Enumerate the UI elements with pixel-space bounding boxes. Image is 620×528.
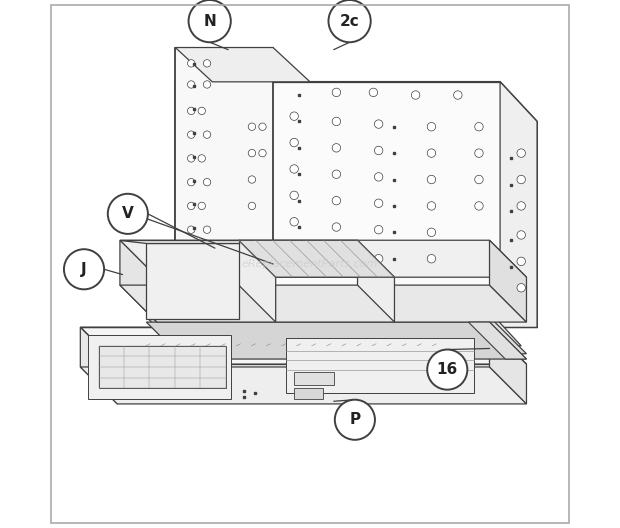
Circle shape bbox=[290, 138, 298, 147]
Polygon shape bbox=[490, 240, 526, 322]
Circle shape bbox=[290, 165, 298, 173]
Circle shape bbox=[374, 146, 383, 155]
Polygon shape bbox=[358, 240, 394, 322]
Polygon shape bbox=[81, 327, 117, 404]
Polygon shape bbox=[81, 367, 526, 404]
Circle shape bbox=[517, 284, 525, 292]
Circle shape bbox=[374, 120, 383, 128]
Polygon shape bbox=[146, 317, 526, 354]
Circle shape bbox=[187, 155, 195, 162]
Polygon shape bbox=[146, 312, 521, 346]
Circle shape bbox=[290, 218, 298, 226]
Circle shape bbox=[203, 81, 211, 88]
Polygon shape bbox=[286, 338, 474, 393]
Polygon shape bbox=[490, 327, 526, 404]
Circle shape bbox=[187, 226, 195, 233]
Circle shape bbox=[517, 257, 525, 266]
Polygon shape bbox=[239, 240, 394, 277]
Polygon shape bbox=[175, 48, 273, 327]
Circle shape bbox=[248, 176, 255, 183]
Polygon shape bbox=[146, 243, 239, 319]
Circle shape bbox=[187, 131, 195, 138]
Circle shape bbox=[332, 117, 340, 126]
Circle shape bbox=[332, 170, 340, 178]
Circle shape bbox=[198, 155, 205, 162]
Circle shape bbox=[475, 149, 483, 157]
Circle shape bbox=[374, 199, 383, 208]
Circle shape bbox=[475, 175, 483, 184]
Circle shape bbox=[187, 107, 195, 115]
Circle shape bbox=[248, 123, 255, 130]
Circle shape bbox=[198, 107, 205, 115]
Circle shape bbox=[332, 252, 340, 260]
Polygon shape bbox=[120, 240, 526, 277]
Circle shape bbox=[203, 60, 211, 67]
Circle shape bbox=[187, 81, 195, 88]
Text: 2c: 2c bbox=[340, 14, 360, 29]
Circle shape bbox=[335, 400, 375, 440]
Circle shape bbox=[248, 149, 255, 157]
Polygon shape bbox=[175, 82, 537, 327]
Circle shape bbox=[332, 196, 340, 205]
Circle shape bbox=[517, 202, 525, 210]
Circle shape bbox=[427, 350, 467, 390]
Circle shape bbox=[290, 191, 298, 200]
Text: P: P bbox=[349, 412, 360, 427]
Circle shape bbox=[332, 144, 340, 152]
Circle shape bbox=[259, 123, 266, 130]
Circle shape bbox=[412, 91, 420, 99]
Circle shape bbox=[374, 173, 383, 181]
Circle shape bbox=[374, 225, 383, 234]
Circle shape bbox=[475, 202, 483, 210]
Circle shape bbox=[203, 178, 211, 186]
Circle shape bbox=[517, 175, 525, 184]
Polygon shape bbox=[99, 346, 226, 388]
Polygon shape bbox=[81, 327, 526, 364]
Circle shape bbox=[198, 202, 205, 210]
Circle shape bbox=[259, 149, 266, 157]
Polygon shape bbox=[120, 240, 239, 243]
Polygon shape bbox=[120, 285, 526, 322]
Polygon shape bbox=[239, 240, 276, 322]
Circle shape bbox=[64, 249, 104, 289]
Circle shape bbox=[187, 60, 195, 67]
Text: eReplacementParts.com: eReplacementParts.com bbox=[242, 259, 378, 269]
Polygon shape bbox=[88, 335, 231, 399]
Text: J: J bbox=[81, 262, 87, 277]
Circle shape bbox=[187, 202, 195, 210]
Circle shape bbox=[369, 88, 378, 97]
Text: V: V bbox=[122, 206, 134, 221]
Circle shape bbox=[475, 122, 483, 131]
Circle shape bbox=[187, 178, 195, 186]
Circle shape bbox=[290, 112, 298, 120]
Circle shape bbox=[427, 122, 436, 131]
Circle shape bbox=[427, 202, 436, 210]
Circle shape bbox=[427, 228, 436, 237]
Circle shape bbox=[517, 231, 525, 239]
Circle shape bbox=[517, 149, 525, 157]
Circle shape bbox=[427, 149, 436, 157]
Polygon shape bbox=[294, 372, 334, 385]
Circle shape bbox=[248, 202, 255, 210]
Polygon shape bbox=[294, 388, 323, 399]
Circle shape bbox=[454, 91, 462, 99]
Text: 16: 16 bbox=[436, 362, 458, 377]
Circle shape bbox=[329, 0, 371, 42]
Circle shape bbox=[374, 254, 383, 263]
Circle shape bbox=[427, 254, 436, 263]
Circle shape bbox=[332, 223, 340, 231]
Polygon shape bbox=[146, 322, 526, 359]
Polygon shape bbox=[120, 240, 157, 322]
Polygon shape bbox=[468, 322, 526, 359]
Circle shape bbox=[427, 175, 436, 184]
Circle shape bbox=[203, 131, 211, 138]
Polygon shape bbox=[175, 48, 310, 82]
Polygon shape bbox=[500, 82, 537, 327]
Circle shape bbox=[188, 0, 231, 42]
Circle shape bbox=[332, 88, 340, 97]
Text: N: N bbox=[203, 14, 216, 29]
Circle shape bbox=[203, 226, 211, 233]
Circle shape bbox=[108, 194, 148, 234]
